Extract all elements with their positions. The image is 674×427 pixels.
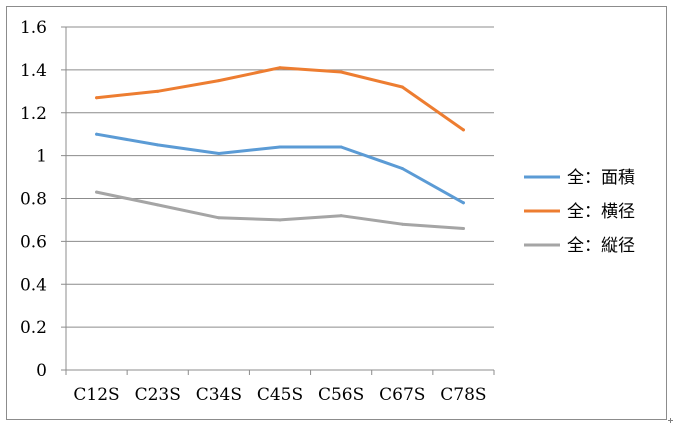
chart-frame: [6, 6, 667, 420]
legend: 全：面積全：横径全：縦径: [524, 168, 635, 256]
data-point: [339, 214, 343, 218]
x-tick-label: C45S: [257, 385, 303, 405]
series-line-1: [95, 132, 465, 205]
data-point: [400, 166, 404, 170]
legend-item-1: 全：面積: [524, 168, 635, 188]
data-point: [217, 79, 221, 83]
resize-handle-icon[interactable]: [668, 418, 673, 423]
data-point: [339, 70, 343, 74]
series-lines: [95, 66, 465, 231]
y-axis-ticks: 0 0.2 0.4 0.6 0.8 1 1.2 1.4 1.6: [20, 18, 66, 381]
x-tick-label: C23S: [135, 385, 181, 405]
data-point: [400, 222, 404, 226]
data-point: [95, 96, 99, 100]
data-point: [461, 227, 465, 231]
data-point: [400, 85, 404, 89]
x-tick-label: C78S: [440, 385, 486, 405]
y-tick-label: 0.2: [20, 318, 47, 338]
data-point: [278, 218, 282, 222]
data-point: [461, 128, 465, 132]
y-tick-label: 0.6: [20, 232, 47, 252]
legend-item-2: 全：横径: [524, 202, 635, 222]
series-line-2: [95, 66, 465, 132]
y-tick-label: 0.8: [20, 190, 47, 210]
data-point: [156, 143, 160, 147]
y-tick-label: 0.4: [20, 275, 47, 295]
legend-label: 全：縦径: [567, 236, 635, 256]
x-tick-label: C67S: [379, 385, 425, 405]
data-point: [278, 66, 282, 70]
gridlines: [66, 26, 494, 328]
data-point: [278, 145, 282, 149]
y-tick-label: 1.6: [20, 18, 47, 38]
data-point: [217, 216, 221, 220]
data-point: [217, 151, 221, 155]
legend-label: 全：面積: [567, 168, 635, 188]
x-tick-label: C34S: [196, 385, 242, 405]
legend-label: 全：横径: [567, 202, 635, 222]
data-point: [339, 145, 343, 149]
y-tick-label: 0: [36, 361, 47, 381]
data-point: [156, 203, 160, 207]
data-point: [95, 132, 99, 136]
data-point: [461, 201, 465, 205]
x-axis-ticks: C12S C23S C34S C45S C56S C67S C78S: [65, 370, 495, 405]
series-line-3: [95, 190, 465, 230]
y-tick-label: 1.2: [20, 104, 47, 124]
y-tick-label: 1: [36, 147, 47, 167]
y-tick-label: 1.4: [20, 61, 47, 81]
x-tick-label: C56S: [318, 385, 364, 405]
x-tick-label: C12S: [73, 385, 119, 405]
data-point: [156, 89, 160, 93]
data-point: [95, 190, 99, 194]
legend-item-3: 全：縦径: [524, 236, 635, 256]
